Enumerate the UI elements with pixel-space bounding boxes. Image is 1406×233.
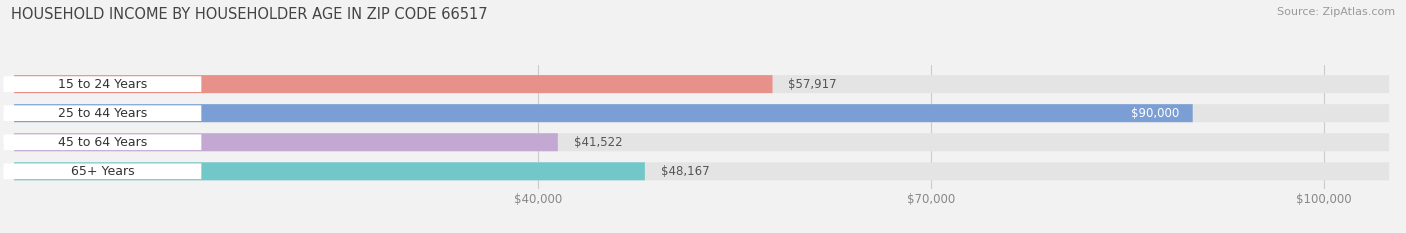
FancyBboxPatch shape [4, 134, 201, 150]
FancyBboxPatch shape [14, 133, 1389, 151]
Text: 25 to 44 Years: 25 to 44 Years [58, 107, 148, 120]
FancyBboxPatch shape [14, 75, 772, 93]
FancyBboxPatch shape [14, 133, 558, 151]
Text: $48,167: $48,167 [661, 165, 709, 178]
FancyBboxPatch shape [4, 76, 201, 92]
FancyBboxPatch shape [4, 105, 201, 121]
Text: Source: ZipAtlas.com: Source: ZipAtlas.com [1277, 7, 1395, 17]
FancyBboxPatch shape [4, 164, 201, 179]
Text: $41,522: $41,522 [574, 136, 623, 149]
Text: 15 to 24 Years: 15 to 24 Years [58, 78, 148, 91]
Text: $57,917: $57,917 [789, 78, 837, 91]
FancyBboxPatch shape [14, 104, 1192, 122]
FancyBboxPatch shape [14, 162, 645, 180]
Text: HOUSEHOLD INCOME BY HOUSEHOLDER AGE IN ZIP CODE 66517: HOUSEHOLD INCOME BY HOUSEHOLDER AGE IN Z… [11, 7, 488, 22]
Text: $90,000: $90,000 [1132, 107, 1180, 120]
Text: 45 to 64 Years: 45 to 64 Years [58, 136, 148, 149]
FancyBboxPatch shape [14, 162, 1389, 180]
FancyBboxPatch shape [14, 75, 1389, 93]
FancyBboxPatch shape [14, 104, 1389, 122]
Text: 65+ Years: 65+ Years [70, 165, 134, 178]
